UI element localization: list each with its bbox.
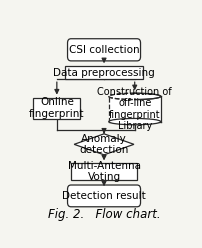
Text: Construction of
off-line
fingerprint
Library: Construction of off-line fingerprint Lib… [97,87,171,131]
FancyBboxPatch shape [67,39,140,61]
Polygon shape [74,134,133,155]
Ellipse shape [108,119,160,125]
Text: Detection result: Detection result [62,191,145,201]
Text: Online
fingerprint: Online fingerprint [29,97,84,119]
Bar [108,96,160,122]
Ellipse shape [108,93,160,99]
Text: Anomaly
detection: Anomaly detection [79,133,128,155]
Text: Fig. 2.   Flow chart.: Fig. 2. Flow chart. [47,208,160,220]
Bar [71,163,136,180]
FancyBboxPatch shape [67,185,140,207]
Text: Multi-Antenna
Voting: Multi-Antenna Voting [67,161,140,182]
Text: CSI collection: CSI collection [68,45,139,55]
Bar [33,97,80,119]
Text: Data preprocessing: Data preprocessing [53,68,154,78]
Bar [64,66,143,79]
